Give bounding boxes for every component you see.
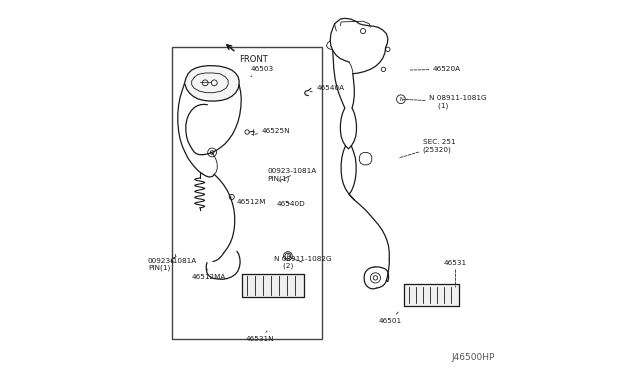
Text: 46512M: 46512M <box>232 197 266 205</box>
Text: J46500HP: J46500HP <box>452 353 495 362</box>
Text: 46512MA: 46512MA <box>191 269 226 280</box>
Text: FRONT: FRONT <box>239 55 268 64</box>
Text: 46501: 46501 <box>378 312 401 324</box>
Text: 46525N: 46525N <box>252 128 291 135</box>
Text: 46520A: 46520A <box>410 66 461 72</box>
Text: 46540D: 46540D <box>276 201 305 207</box>
Text: N: N <box>399 97 403 102</box>
Polygon shape <box>404 285 458 305</box>
Text: 00923-1081A
PIN(1): 00923-1081A PIN(1) <box>267 168 316 182</box>
Text: N 08911-1081G
    (1): N 08911-1081G (1) <box>404 95 487 109</box>
Text: 46531N: 46531N <box>245 331 274 342</box>
Bar <box>172 48 322 339</box>
Text: 46540A: 46540A <box>310 84 344 92</box>
Text: N 08911-1082G
    (2): N 08911-1082G (2) <box>275 256 332 269</box>
Text: SEC. 251
(25320): SEC. 251 (25320) <box>399 139 456 158</box>
Text: 46503: 46503 <box>251 66 274 77</box>
Text: N: N <box>286 253 290 259</box>
Text: 00923-1081A
PIN(1): 00923-1081A PIN(1) <box>148 258 197 271</box>
Polygon shape <box>184 66 239 101</box>
Polygon shape <box>242 274 303 297</box>
Text: 46531: 46531 <box>444 260 467 287</box>
